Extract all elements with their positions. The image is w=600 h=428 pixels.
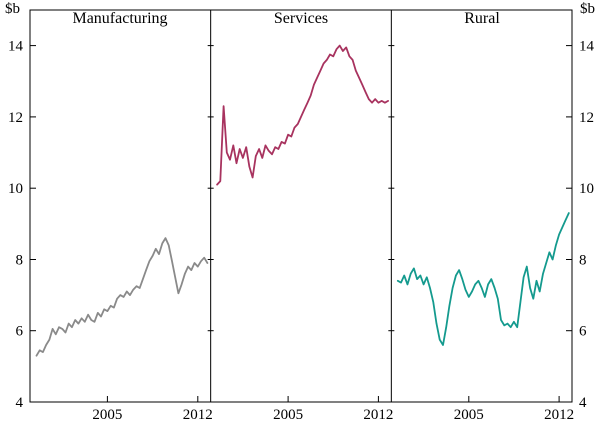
y-axis-label-left: 12: [8, 110, 23, 126]
series-line-manufacturing: [35, 237, 209, 357]
x-axis-label: 2012: [183, 407, 213, 423]
x-axis-label: 2005: [273, 407, 303, 423]
y-axis-label-left: 8: [16, 253, 24, 269]
x-axis-label: 2005: [454, 407, 484, 423]
series-line-rural: [396, 212, 570, 346]
y-axis-label-left: 14: [8, 39, 24, 55]
y-axis-label-left: 10: [8, 181, 23, 197]
y-axis-label-right: 6: [579, 324, 587, 340]
y-axis-unit-right: $b: [580, 1, 595, 17]
x-axis-label: 2012: [544, 407, 574, 423]
y-axis-label-right: 4: [579, 395, 587, 411]
y-axis-label-right: 12: [579, 110, 594, 126]
y-axis-label-right: 14: [579, 39, 595, 55]
y-axis-label-right: 10: [579, 181, 594, 197]
y-axis-label-left: 4: [16, 395, 24, 411]
x-axis-label: 2005: [92, 407, 122, 423]
series-line-services: [216, 44, 390, 186]
chart-frame: [29, 9, 573, 403]
y-axis-label-left: 6: [16, 324, 24, 340]
panel-title-rural: Rural: [464, 10, 500, 27]
panel-title-services: Services: [273, 10, 329, 27]
x-axis-label: 2012: [363, 407, 393, 423]
panel-title-manufacturing: Manufacturing: [72, 10, 168, 27]
y-axis-unit-left: $b: [5, 1, 20, 17]
y-axis-label-right: 8: [579, 253, 587, 269]
